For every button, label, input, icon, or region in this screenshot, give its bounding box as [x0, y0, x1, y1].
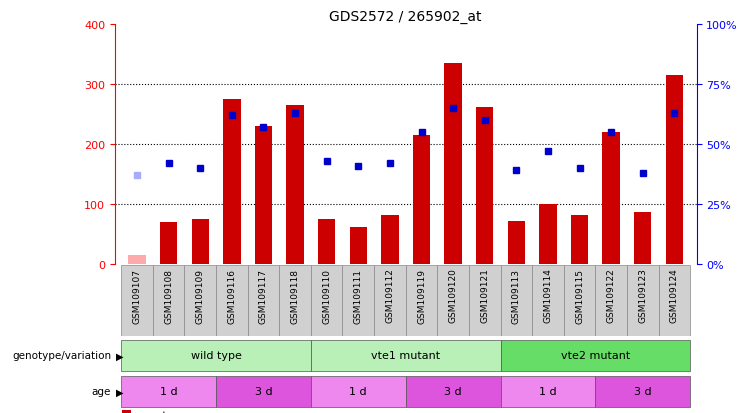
- Text: GSM109107: GSM109107: [133, 268, 142, 323]
- Bar: [318, 219, 336, 264]
- Bar: [571, 215, 588, 264]
- Bar: [381, 215, 399, 264]
- Text: 3 d: 3 d: [445, 387, 462, 396]
- Bar: [476, 107, 494, 264]
- Bar: [247, 265, 279, 336]
- Text: GSM109115: GSM109115: [575, 268, 584, 323]
- Bar: [413, 135, 431, 264]
- Bar: [508, 221, 525, 264]
- Text: GSM109117: GSM109117: [259, 268, 268, 323]
- Bar: [500, 265, 532, 336]
- Bar: [406, 265, 437, 336]
- Bar: [437, 265, 469, 336]
- Text: wild type: wild type: [190, 351, 242, 361]
- Bar: [122, 340, 311, 371]
- Bar: [500, 340, 690, 371]
- Bar: [564, 265, 595, 336]
- Bar: [122, 376, 216, 407]
- Bar: [500, 376, 595, 407]
- Text: GSM109108: GSM109108: [164, 268, 173, 323]
- Bar: [191, 219, 209, 264]
- Bar: [122, 265, 153, 336]
- Bar: [311, 376, 406, 407]
- Bar: [279, 265, 311, 336]
- Text: GSM109120: GSM109120: [448, 268, 458, 323]
- Bar: [350, 227, 367, 264]
- Bar: [255, 127, 272, 264]
- Bar: [532, 265, 564, 336]
- Text: GSM109122: GSM109122: [607, 268, 616, 323]
- Bar: [342, 265, 374, 336]
- Text: count: count: [137, 410, 167, 413]
- Text: GSM109113: GSM109113: [512, 268, 521, 323]
- Bar: [128, 255, 146, 264]
- Bar: [311, 340, 500, 371]
- Bar: [445, 64, 462, 264]
- Title: GDS2572 / 265902_at: GDS2572 / 265902_at: [330, 10, 482, 24]
- Bar: [311, 265, 342, 336]
- Bar: [595, 376, 690, 407]
- Bar: [634, 212, 651, 264]
- Text: vte2 mutant: vte2 mutant: [561, 351, 630, 361]
- Text: 1 d: 1 d: [160, 387, 177, 396]
- Text: GSM109114: GSM109114: [543, 268, 553, 323]
- Text: GSM109123: GSM109123: [638, 268, 648, 323]
- Text: 1 d: 1 d: [350, 387, 367, 396]
- Bar: [406, 376, 500, 407]
- Text: GSM109109: GSM109109: [196, 268, 205, 323]
- Bar: [595, 265, 627, 336]
- Bar: [286, 106, 304, 264]
- Bar: [160, 222, 177, 264]
- Bar: [602, 133, 620, 264]
- Text: ▶: ▶: [116, 387, 124, 396]
- Bar: [627, 265, 659, 336]
- Text: GSM109116: GSM109116: [227, 268, 236, 323]
- Bar: [153, 265, 185, 336]
- Bar: [216, 376, 311, 407]
- Text: 3 d: 3 d: [634, 387, 651, 396]
- Bar: [223, 100, 241, 264]
- Text: GSM109124: GSM109124: [670, 268, 679, 323]
- Text: GSM109119: GSM109119: [417, 268, 426, 323]
- Bar: [469, 265, 500, 336]
- Text: GSM109112: GSM109112: [385, 268, 394, 323]
- Text: vte1 mutant: vte1 mutant: [371, 351, 440, 361]
- Text: ▶: ▶: [116, 351, 124, 361]
- Text: 3 d: 3 d: [255, 387, 272, 396]
- Text: GSM109111: GSM109111: [353, 268, 363, 323]
- Bar: [216, 265, 247, 336]
- Text: age: age: [92, 387, 111, 396]
- Bar: [665, 76, 683, 264]
- Text: GSM109110: GSM109110: [322, 268, 331, 323]
- Bar: [659, 265, 690, 336]
- Bar: [185, 265, 216, 336]
- Text: genotype/variation: genotype/variation: [12, 351, 111, 361]
- Text: 1 d: 1 d: [539, 387, 556, 396]
- Text: GSM109118: GSM109118: [290, 268, 299, 323]
- Bar: [374, 265, 406, 336]
- Text: GSM109121: GSM109121: [480, 268, 489, 323]
- Bar: [539, 204, 556, 264]
